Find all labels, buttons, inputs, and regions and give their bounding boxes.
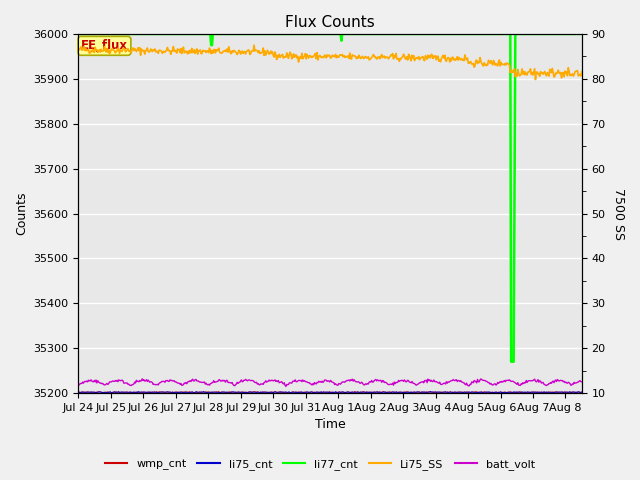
Text: EE_flux: EE_flux — [81, 39, 128, 52]
Legend: wmp_cnt, li75_cnt, li77_cnt, Li75_SS, batt_volt: wmp_cnt, li75_cnt, li77_cnt, Li75_SS, ba… — [100, 455, 540, 474]
Y-axis label: Counts: Counts — [15, 192, 28, 235]
Y-axis label: 7500 SS: 7500 SS — [612, 188, 625, 240]
X-axis label: Time: Time — [315, 419, 346, 432]
Title: Flux Counts: Flux Counts — [285, 15, 375, 30]
